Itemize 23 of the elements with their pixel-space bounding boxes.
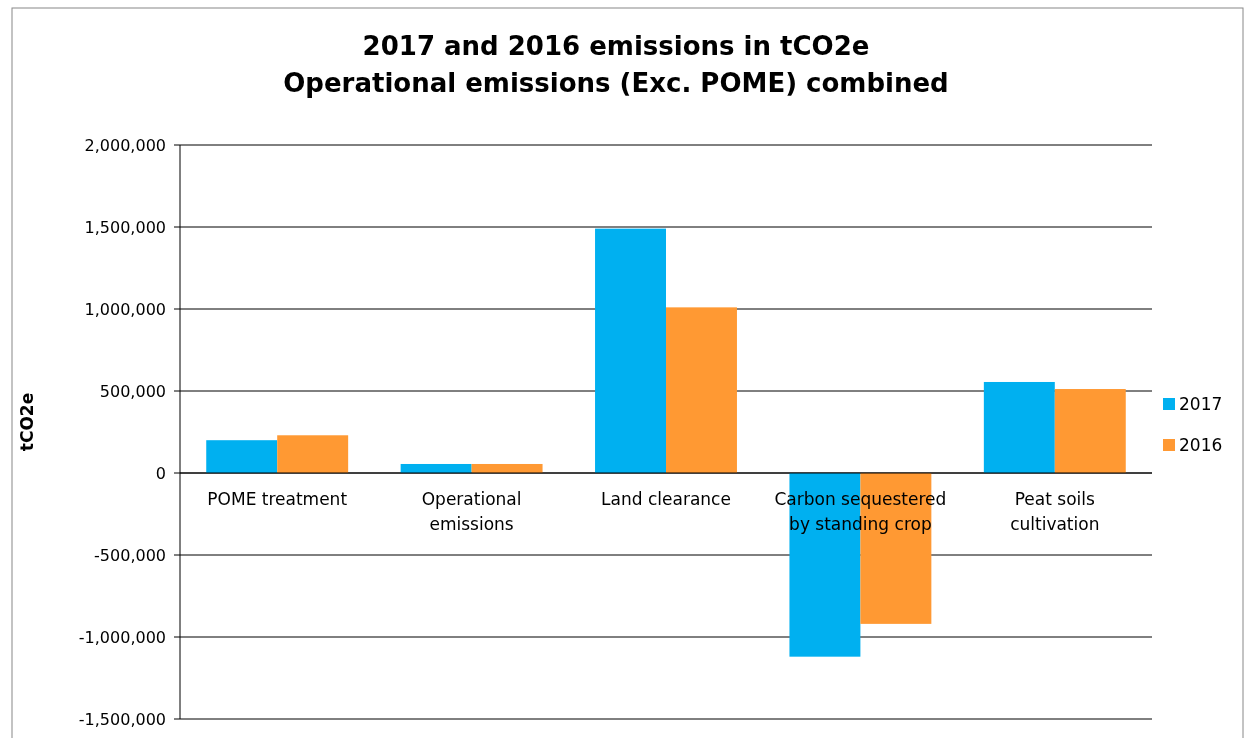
bar [277,435,349,473]
y-tick-label: -1,500,000 [78,709,166,729]
y-tick-label: 1,000,000 [84,299,166,319]
y-tick-label: -1,000,000 [78,627,166,647]
chart-title: 2017 and 2016 emissions in tCO2e [362,31,870,61]
bar [983,381,1055,473]
chart-subtitle: Operational emissions (Exc. POME) combined [283,68,949,98]
legend-label: 2016 [1179,434,1223,455]
y-tick-label: 500,000 [99,381,166,401]
x-tick-label: POME treatment [207,489,348,509]
y-tick-label: 0 [155,463,166,483]
bar [595,228,666,473]
x-tick-label: Peat soils cultivation [1010,489,1100,534]
bar [1054,389,1126,473]
bar [666,307,737,473]
x-tick-label: Land clearance [601,489,731,509]
legend-label: 2017 [1179,393,1223,414]
bar [206,440,278,473]
y-tick-label: -500,000 [94,545,166,565]
y-tick-label: 1,500,000 [84,217,166,237]
x-tick-label: Operational emissions [421,489,522,534]
y-axis-title: tCO2e [17,392,37,452]
y-tick-label: 2,000,000 [84,135,166,155]
